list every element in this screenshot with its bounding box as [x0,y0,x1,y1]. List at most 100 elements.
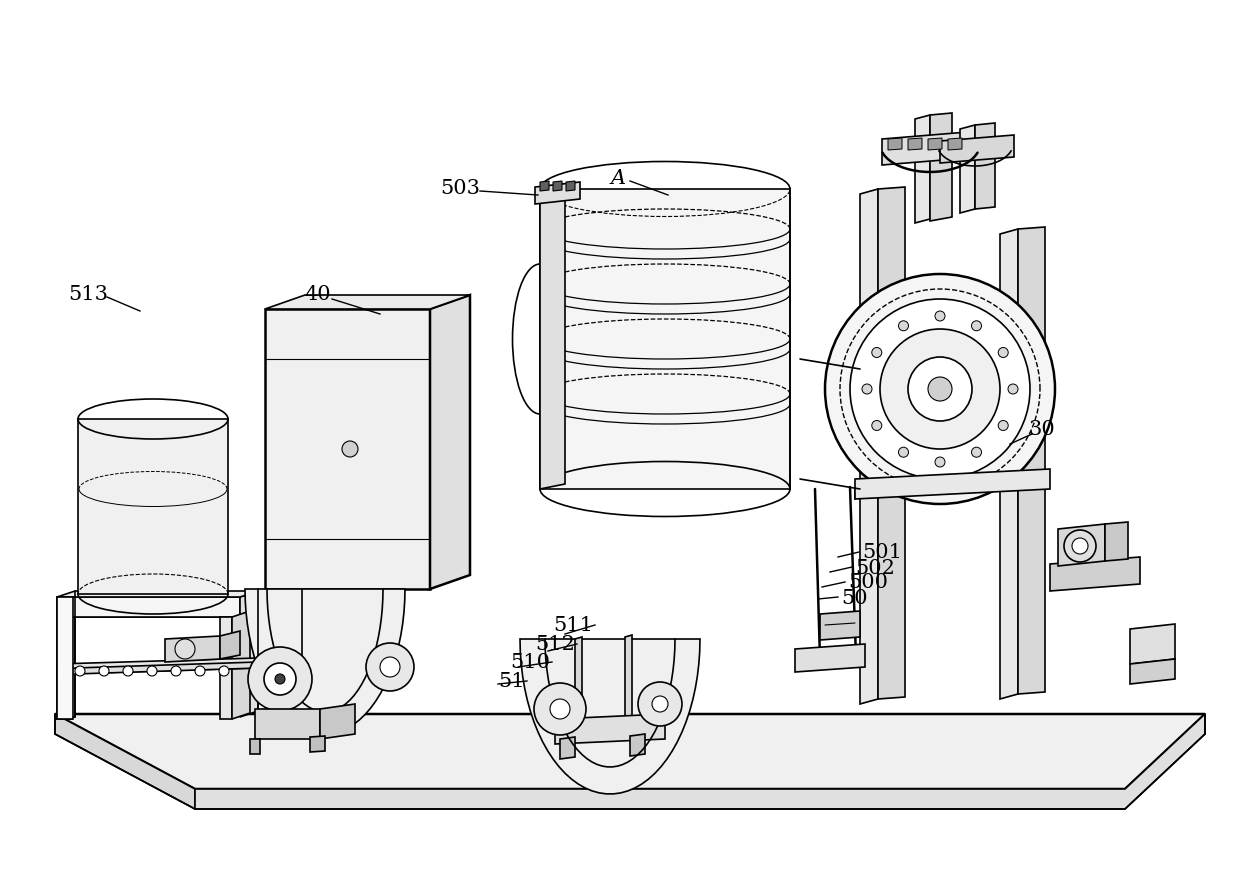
Circle shape [366,643,414,691]
Polygon shape [57,658,258,674]
Polygon shape [975,124,994,209]
Polygon shape [241,611,258,717]
Polygon shape [856,469,1050,500]
Circle shape [74,667,86,676]
Circle shape [849,300,1030,480]
Polygon shape [949,139,962,151]
Circle shape [908,357,972,421]
Polygon shape [630,734,645,756]
Circle shape [275,674,285,684]
Circle shape [379,657,401,677]
Polygon shape [560,737,575,760]
Circle shape [998,421,1008,431]
Polygon shape [430,295,470,589]
Polygon shape [539,189,790,489]
Polygon shape [57,662,258,680]
Polygon shape [195,714,1205,809]
Polygon shape [960,126,975,214]
Circle shape [248,647,312,711]
Circle shape [1008,385,1018,395]
Text: 511: 511 [553,616,593,634]
Circle shape [935,312,945,322]
Polygon shape [1058,524,1105,567]
Circle shape [171,667,181,676]
Polygon shape [1130,624,1176,664]
Polygon shape [565,182,575,192]
Circle shape [175,640,195,660]
Polygon shape [882,132,980,166]
Polygon shape [534,182,580,205]
Text: 503: 503 [440,178,480,197]
Polygon shape [520,640,701,794]
Polygon shape [940,136,1014,164]
Circle shape [825,275,1055,504]
Polygon shape [232,611,250,720]
Text: 512: 512 [536,634,575,653]
Polygon shape [57,591,258,597]
Polygon shape [795,644,866,673]
Polygon shape [219,617,232,720]
Text: 51: 51 [498,672,525,691]
Polygon shape [625,635,632,720]
Circle shape [652,696,668,713]
Polygon shape [219,631,241,660]
Polygon shape [55,714,1205,789]
Polygon shape [165,636,219,662]
Polygon shape [915,116,930,223]
Circle shape [195,667,205,676]
Polygon shape [888,139,901,151]
Circle shape [1064,530,1096,562]
Polygon shape [310,736,325,753]
Polygon shape [1130,660,1176,684]
Circle shape [551,700,570,720]
Circle shape [862,385,872,395]
Polygon shape [1050,557,1140,591]
Circle shape [99,667,109,676]
Text: 501: 501 [862,543,901,562]
Circle shape [971,448,982,458]
Polygon shape [78,420,228,594]
Polygon shape [265,295,470,309]
Polygon shape [241,591,258,617]
Polygon shape [57,597,241,617]
Circle shape [935,457,945,468]
Polygon shape [57,609,241,720]
Text: A: A [610,169,625,188]
Circle shape [998,348,1008,358]
Circle shape [899,448,909,458]
Circle shape [219,667,229,676]
Circle shape [880,329,999,449]
Circle shape [534,683,587,735]
Circle shape [971,322,982,331]
Circle shape [148,667,157,676]
Polygon shape [556,714,665,744]
Polygon shape [908,139,923,151]
Polygon shape [930,114,952,222]
Polygon shape [55,714,195,809]
Polygon shape [255,709,320,740]
Circle shape [639,682,682,726]
Polygon shape [57,597,73,720]
Text: 30: 30 [1029,420,1055,439]
Circle shape [1073,539,1087,554]
Text: 500: 500 [848,573,888,592]
Text: 510: 510 [510,653,551,672]
Circle shape [872,348,882,358]
Polygon shape [1105,522,1128,561]
Text: 50: 50 [841,587,868,607]
Circle shape [872,421,882,431]
Polygon shape [320,704,355,740]
Polygon shape [553,182,562,192]
Circle shape [123,667,133,676]
Polygon shape [539,182,549,192]
Polygon shape [999,229,1018,700]
Polygon shape [246,589,405,734]
Text: 502: 502 [856,558,895,577]
Text: 513: 513 [68,285,108,304]
Circle shape [928,377,952,401]
Polygon shape [265,309,430,589]
Polygon shape [60,617,72,720]
Polygon shape [928,139,942,151]
Polygon shape [250,740,260,754]
Circle shape [342,441,358,457]
